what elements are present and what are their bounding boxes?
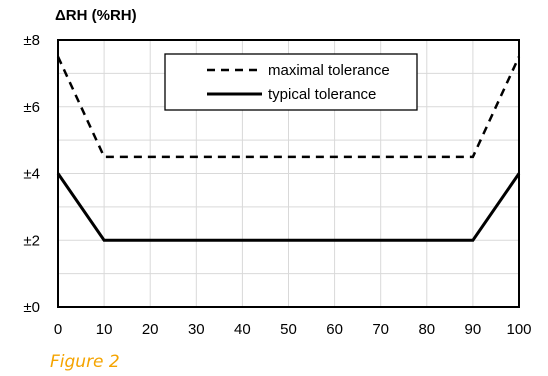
legend-box <box>164 53 418 111</box>
figure-caption: Figure 2 <box>50 352 120 372</box>
x-tick-label: 30 <box>188 321 205 338</box>
legend: maximal tolerance typical tolerance <box>164 53 418 111</box>
x-tick-label: 70 <box>372 321 389 338</box>
x-tick-label: 20 <box>142 321 159 338</box>
series-line-maximal-tolerance <box>56 56 521 159</box>
x-tick-label: 10 <box>96 321 113 338</box>
x-tick-label: 100 <box>506 321 531 338</box>
plot-frame <box>57 39 520 308</box>
y-tick-label: ±2 <box>23 232 40 249</box>
legend-label-typical: typical tolerance <box>268 86 376 103</box>
y-tick-label: ±6 <box>23 99 40 116</box>
series-line-typical-tolerance <box>56 172 521 242</box>
legend-label-maximal: maximal tolerance <box>268 62 390 79</box>
tick-labels: 0 10 20 30 40 50 60 70 80 90 100 ±0 ±2 ±4 ±6 ±8 <box>23 32 531 338</box>
x-tick-label: 40 <box>234 321 251 338</box>
y-tick-label: ±8 <box>23 32 40 49</box>
y-axis-title: ΔRH (%RH) <box>55 7 137 24</box>
x-tick-label: 0 <box>54 321 62 338</box>
y-tick-label: ±0 <box>23 299 40 316</box>
x-tick-label: 80 <box>418 321 435 338</box>
x-tick-label: 60 <box>326 321 343 338</box>
y-tick-label: ±4 <box>23 166 40 183</box>
x-tick-label: 90 <box>465 321 482 338</box>
x-tick-label: 50 <box>280 321 297 338</box>
series-lines <box>56 56 521 242</box>
